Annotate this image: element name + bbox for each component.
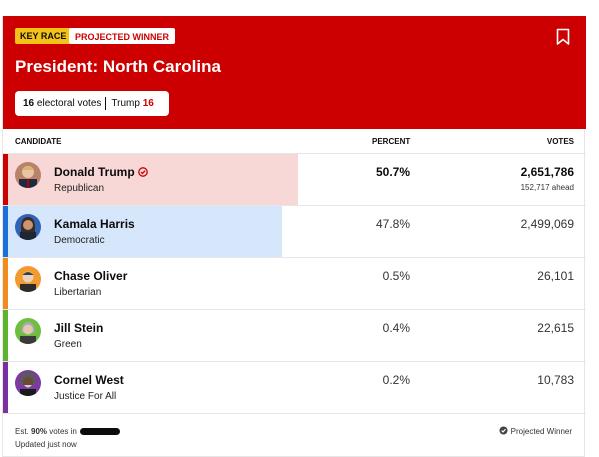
candidate-percent: 0.4% xyxy=(382,321,410,335)
candidate-name: Chase Oliver xyxy=(54,269,128,283)
winner-legend-label: Projected Winner xyxy=(510,427,572,436)
candidate-party: Green xyxy=(54,339,82,350)
vote-share-fill xyxy=(8,206,282,257)
avatar xyxy=(15,266,41,292)
candidate-party: Democratic xyxy=(54,235,105,246)
projected-winner-badge: PROJECTED WINNER xyxy=(69,28,176,44)
candidate-name: Donald Trump xyxy=(54,165,148,179)
candidate-name: Cornel West xyxy=(54,373,124,387)
electoral-leader-votes: 16 xyxy=(142,98,154,109)
candidate-percent: 0.5% xyxy=(382,269,410,283)
race-title: President: North Carolina xyxy=(15,57,221,76)
candidate-name: Kamala Harris xyxy=(54,217,135,231)
avatar xyxy=(15,214,41,240)
party-color-stripe xyxy=(3,362,8,413)
candidate-row: Donald Trump Republican 50.7% 2,651,786 … xyxy=(3,154,586,206)
reporting-status: Est. 90% votes in Updated just now xyxy=(15,425,120,451)
candidate-party: Republican xyxy=(54,183,105,194)
check-circle-icon xyxy=(137,167,148,177)
candidate-percent: 50.7% xyxy=(375,165,410,179)
electoral-votes-pill: 16 electoral votes Trump 16 xyxy=(15,91,169,116)
party-color-stripe xyxy=(3,154,8,205)
race-card: KEY RACE PROJECTED WINNER President: Nor… xyxy=(2,16,586,457)
est-percent: 90% xyxy=(31,427,48,436)
party-color-stripe xyxy=(3,206,8,257)
winner-legend: Projected Winner xyxy=(499,425,572,438)
bookmark-icon[interactable] xyxy=(556,28,570,46)
electoral-count: 16 xyxy=(23,98,35,109)
est-suffix: votes in xyxy=(49,427,77,436)
candidate-row: Chase Oliver Libertarian 0.5% 26,101 xyxy=(3,258,586,310)
candidate-votes: 2,651,786 xyxy=(520,165,574,179)
avatar xyxy=(15,318,41,344)
updated-text: Updated just now xyxy=(15,440,77,449)
candidate-votes: 10,783 xyxy=(537,373,574,387)
column-percent: PERCENT xyxy=(372,137,411,146)
redacted-bar xyxy=(79,428,120,435)
race-header: KEY RACE PROJECTED WINNER President: Nor… xyxy=(3,16,586,129)
party-color-stripe xyxy=(3,258,8,309)
electoral-leader: Trump xyxy=(111,98,140,109)
est-prefix: Est. xyxy=(15,427,29,436)
key-race-badge: KEY RACE xyxy=(15,28,72,44)
column-candidate: CANDIDATE xyxy=(15,137,62,146)
candidate-party: Libertarian xyxy=(54,287,102,298)
check-circle-icon xyxy=(499,426,508,435)
candidate-name: Jill Stein xyxy=(54,321,104,335)
candidate-votes: 26,101 xyxy=(537,269,574,283)
column-votes: VOTES xyxy=(546,137,574,146)
candidate-percent: 0.2% xyxy=(382,373,410,387)
party-color-stripe xyxy=(3,310,8,361)
electoral-label: electoral votes xyxy=(36,98,102,109)
candidate-row: Cornel West Justice For All 0.2% 10,783 xyxy=(3,362,586,414)
candidate-votes: 2,499,069 xyxy=(520,217,574,231)
votes-ahead: 152,717 ahead xyxy=(520,183,574,192)
vote-share-fill xyxy=(8,154,298,205)
candidate-row: Kamala Harris Democratic 47.8% 2,499,069 xyxy=(3,206,586,258)
avatar xyxy=(15,370,41,396)
avatar xyxy=(15,162,41,188)
candidate-party: Justice For All xyxy=(54,391,117,402)
column-headers: CANDIDATE PERCENT VOTES xyxy=(3,129,586,154)
candidate-percent: 47.8% xyxy=(375,217,410,231)
candidate-row: Jill Stein Green 0.4% 22,615 xyxy=(3,310,586,362)
candidate-votes: 22,615 xyxy=(537,321,574,335)
